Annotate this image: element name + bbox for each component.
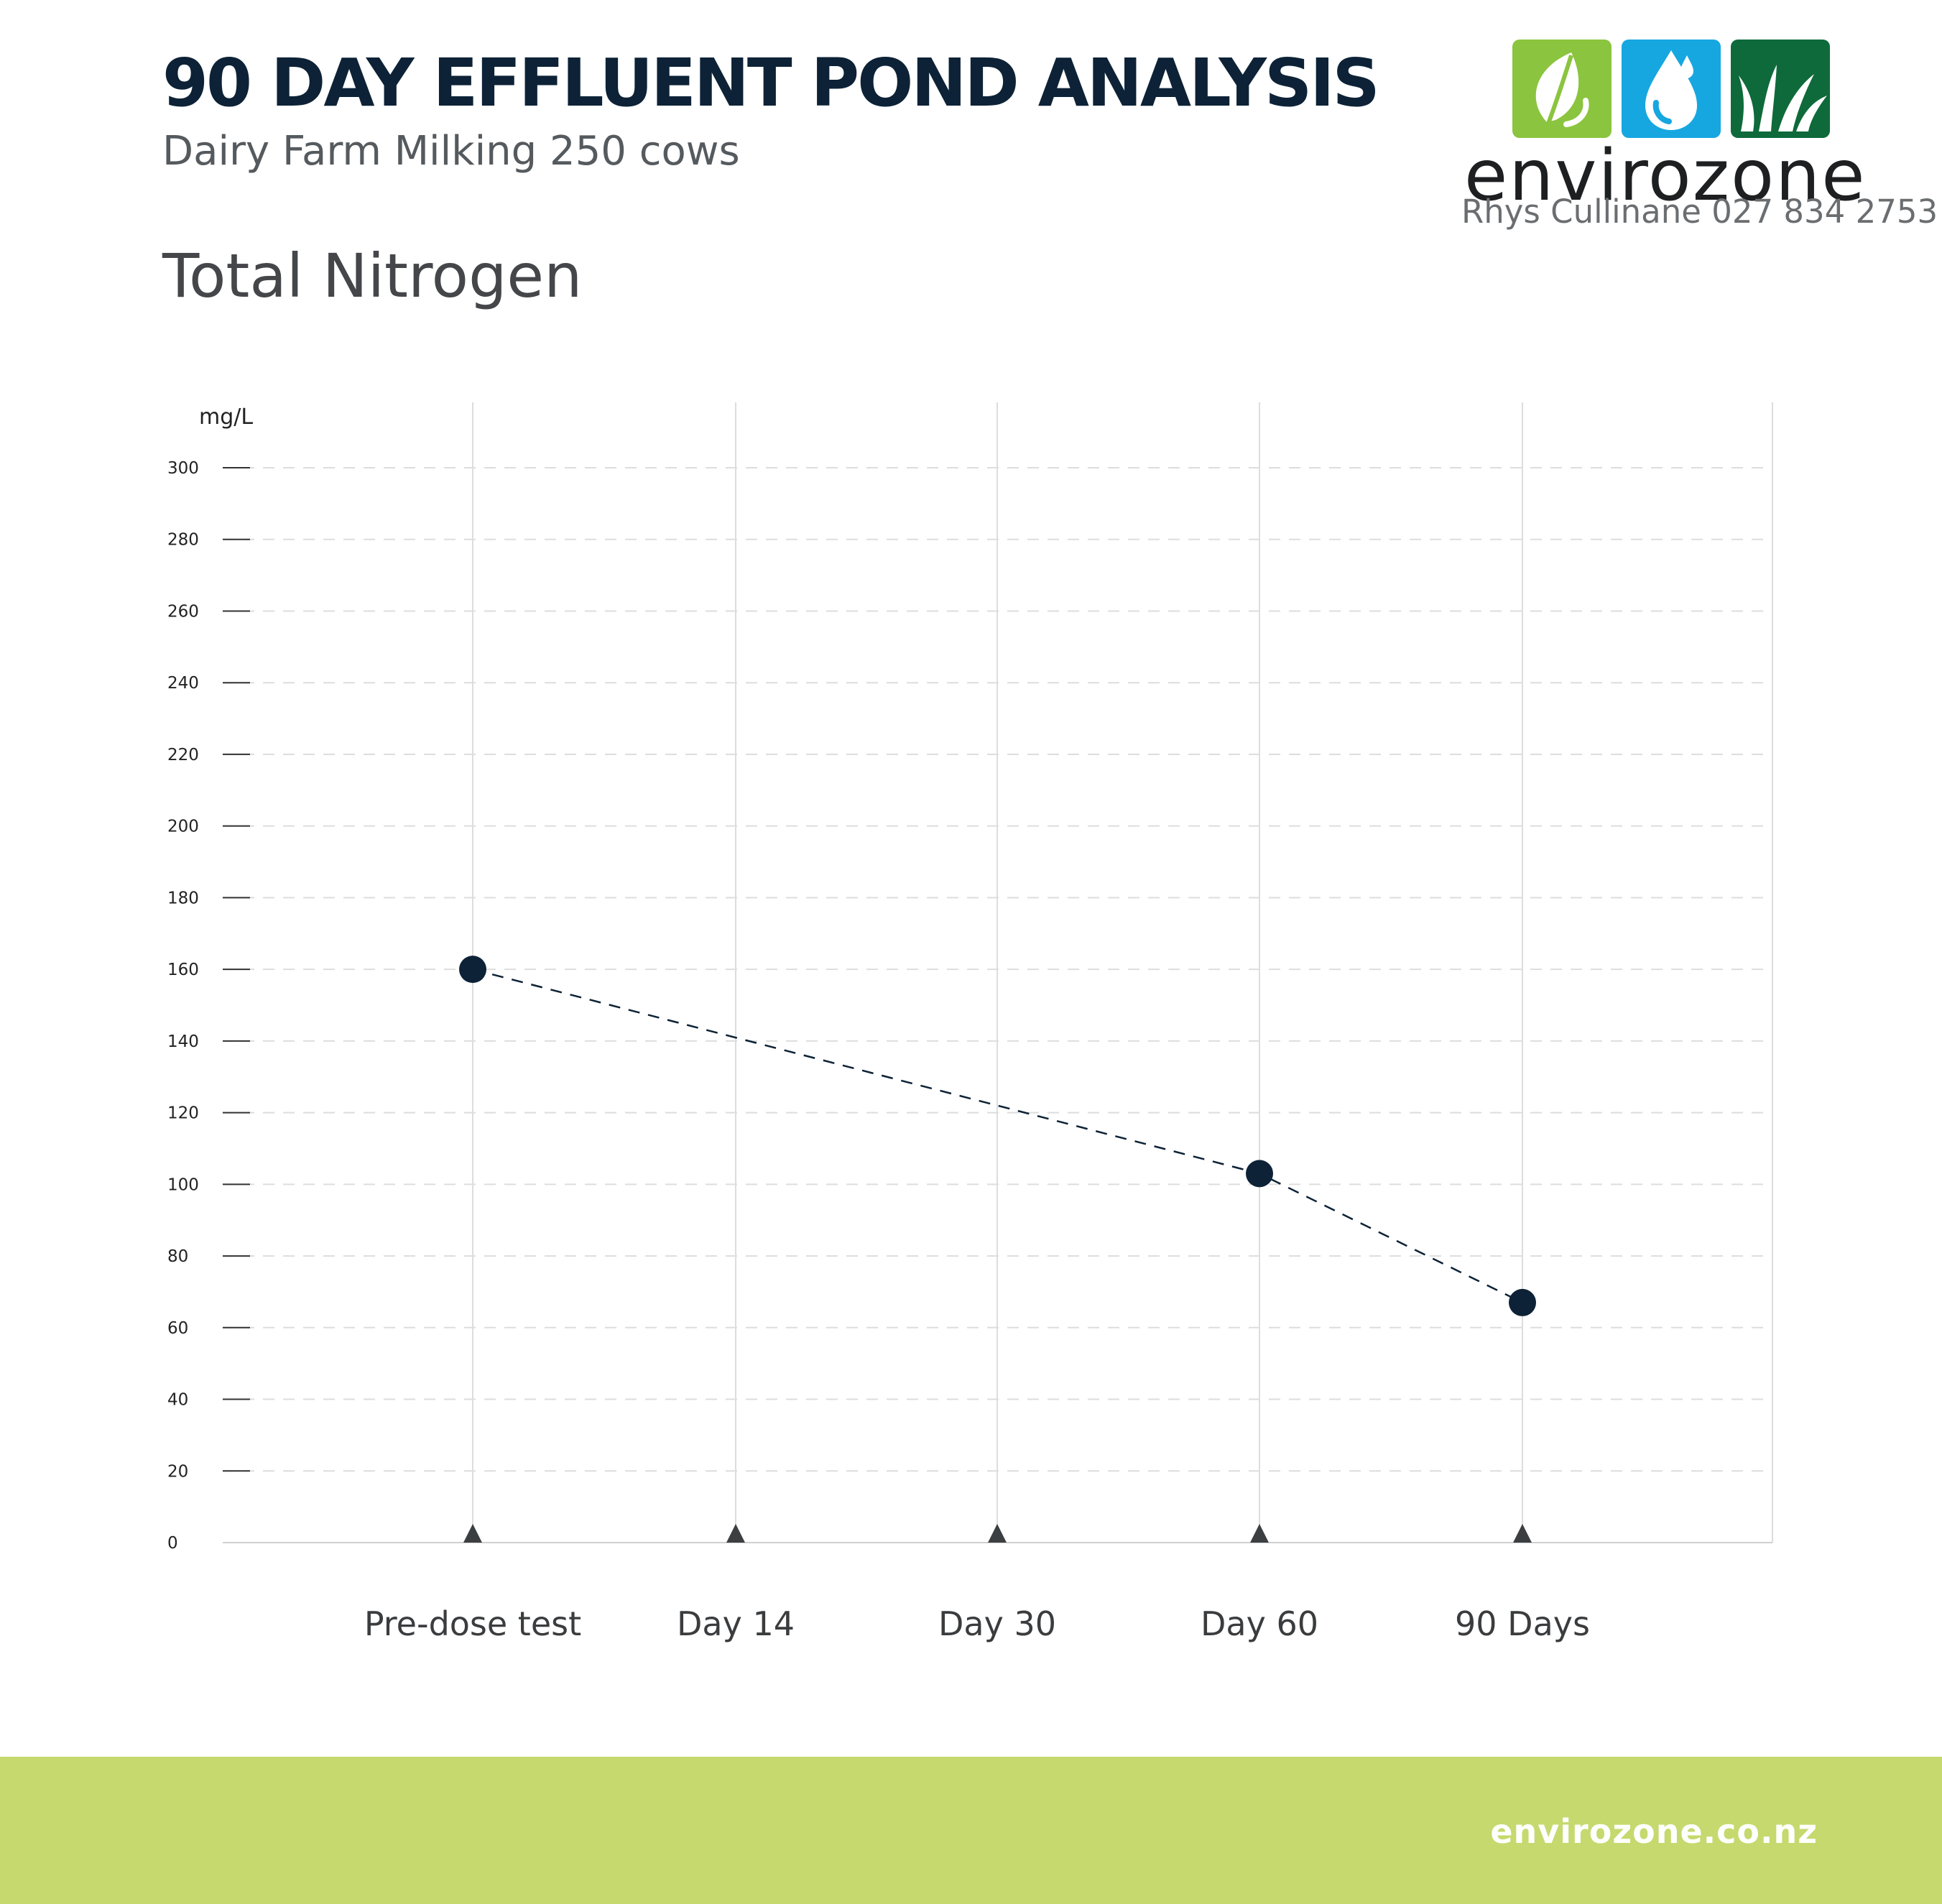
leaf-icon	[1512, 40, 1612, 138]
grass-icon	[1731, 40, 1830, 138]
y-tick-label: 180	[167, 889, 199, 907]
y-tick-label: 140	[167, 1032, 199, 1051]
y-tick-label: 200	[167, 818, 199, 836]
website-link[interactable]: envirozone.co.nz	[1490, 1812, 1818, 1851]
line-chart: 0 20 40 60 80 100 120 140 160 180 200 220 240 260 280 3…	[167, 402, 1773, 1643]
chart-axes: 0 20 40 60 80 100 120 140 160 180 200 220 240 260 280 3…	[167, 459, 1772, 1643]
x-tick-triangle	[463, 1524, 482, 1543]
y-tick-label: 220	[167, 746, 199, 764]
y-tick-label: 100	[167, 1175, 199, 1194]
y-tick-label: 60	[167, 1319, 188, 1338]
y-tick-label: 40	[167, 1391, 188, 1410]
x-tick-triangle	[726, 1524, 745, 1543]
y-tick-label: 260	[167, 602, 199, 621]
chart-grid	[223, 402, 1773, 1543]
y-tick-label: 120	[167, 1104, 199, 1123]
footer-bar: envirozone.co.nz	[0, 1757, 1942, 1904]
water-drop-icon	[1622, 40, 1721, 138]
y-tick-label: 240	[167, 674, 199, 693]
x-tick-label: Day 60	[1201, 1604, 1318, 1643]
y-tick-label: 0	[167, 1534, 178, 1553]
contact-info: Rhys Cullinane 027 834 2753	[1461, 193, 1938, 231]
envirozone-logo: envirozone Rhys Cullinane 027 834 2753	[1458, 36, 1938, 237]
y-tick-label: 20	[167, 1462, 188, 1481]
y-tick-label: 300	[167, 459, 199, 478]
x-tick-label: 90 Days	[1455, 1604, 1590, 1643]
chart-series	[459, 956, 1536, 1316]
x-tick-label: Day 30	[938, 1604, 1056, 1643]
x-tick-triangle	[1250, 1524, 1269, 1543]
page-title: 90 DAY EFFLUENT POND ANALYSIS	[162, 45, 1380, 121]
y-tick-label: 80	[167, 1247, 188, 1266]
x-tick-label: Day 14	[677, 1604, 795, 1643]
page-subtitle: Dairy Farm Milking 250 cows	[162, 128, 740, 175]
logo-wordmark: envirozone	[1464, 135, 1867, 217]
chart-title: Total Nitrogen	[162, 241, 583, 311]
x-tick-label: Pre-dose test	[364, 1604, 581, 1643]
y-axis-label: mg/L	[199, 405, 253, 430]
x-tick-triangle	[1513, 1524, 1532, 1543]
x-tick-triangle	[988, 1524, 1007, 1543]
y-tick-label: 280	[167, 531, 199, 550]
data-point	[1246, 1160, 1273, 1188]
data-point	[1509, 1288, 1536, 1316]
data-point	[459, 956, 486, 984]
logo-tiles	[1512, 40, 1830, 138]
y-tick-label: 160	[167, 961, 199, 979]
